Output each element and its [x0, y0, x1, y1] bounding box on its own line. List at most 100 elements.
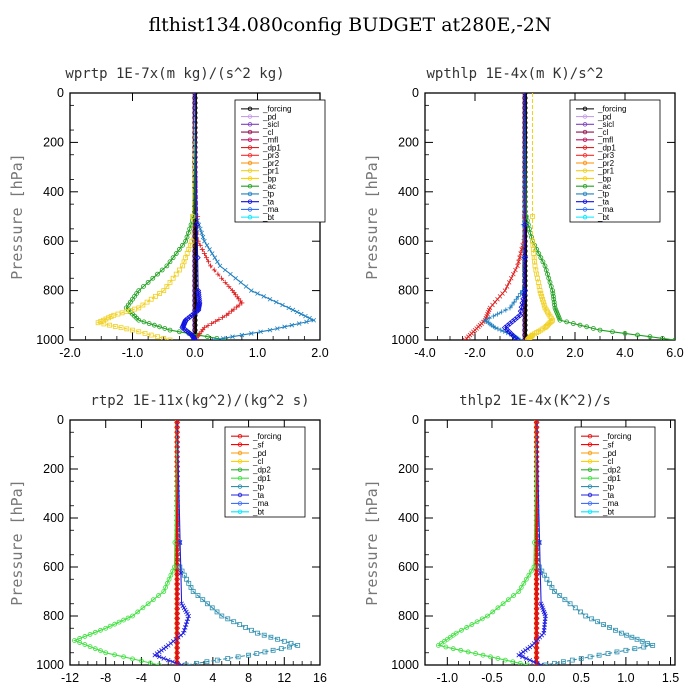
legend-marker: [582, 168, 588, 173]
series-point-tp: [517, 337, 523, 340]
series-point-pr1: [539, 293, 545, 299]
series-point-tp: [605, 651, 611, 656]
series-point-pr1: [530, 214, 535, 219]
series-point-tp: [499, 309, 505, 315]
series-point-tp: [641, 644, 647, 650]
series-point-dp1: [92, 646, 98, 652]
series-line-dp1: [464, 93, 526, 340]
series-point-ta: [194, 254, 201, 261]
series-point-dp1: [443, 644, 449, 650]
series-point-dp1: [516, 589, 522, 594]
legend-label: _tp: [262, 190, 275, 199]
series-point-forcing: [174, 621, 180, 627]
legend-label: _pr3: [262, 151, 280, 160]
legend-label: _pd: [252, 449, 266, 458]
legend-label: _bt: [597, 213, 610, 222]
series-point-pr1: [98, 319, 104, 324]
series-point-ac: [157, 324, 162, 330]
series-point-dp1: [172, 564, 177, 570]
series-point-dp1: [156, 593, 161, 598]
y-tick-label: 1000: [36, 333, 64, 347]
series-point-ac: [548, 284, 554, 289]
x-tick-label: 0.5: [573, 671, 590, 685]
series-point-dp1: [473, 651, 478, 656]
legend-marker: [247, 199, 253, 204]
legend-label: _dp1: [262, 143, 281, 152]
series-point-ac: [546, 275, 552, 281]
series-point-ta: [182, 628, 187, 633]
series-point-ta: [179, 662, 184, 665]
panel-4: thlp2 1E-4x(K^2)/s Pressure [hPa] -1.0 -0.5…: [363, 393, 679, 685]
series-point-ta: [521, 221, 529, 228]
x-tick-label: -2.0: [59, 346, 81, 360]
series-point-ac: [550, 293, 556, 299]
legend-label: _ta: [262, 197, 275, 206]
series-point-tp: [536, 564, 542, 570]
series-point-forcing: [174, 662, 180, 665]
series-line-ta: [153, 420, 190, 665]
series-point-ac: [540, 259, 546, 265]
panel-title: rtp2 1E-11x(kg^2)/(kg^2 s): [90, 393, 309, 409]
series-point-ta: [152, 652, 158, 658]
x-tick-label: 1.0: [617, 671, 634, 685]
series-point-dp1: [502, 657, 508, 663]
x-tick-label: -12: [61, 671, 79, 685]
series-point-ac: [660, 335, 665, 340]
legend: _forcing_pd_sicl_cl_mfl_dp1_pr3_pr2_pr1_…: [234, 99, 326, 223]
series-point-ac: [185, 230, 191, 236]
series-point-dp1: [226, 310, 232, 316]
series-point-tp: [200, 597, 206, 603]
series-point-ac: [183, 238, 189, 244]
series-point-tp: [552, 660, 557, 665]
series-point-ta: [186, 613, 192, 619]
series-point-ta: [520, 649, 526, 655]
series-point-dp1: [163, 585, 168, 590]
legend-marker: [582, 122, 588, 127]
series-point-dp1: [518, 585, 524, 590]
legend-box: [234, 99, 326, 223]
series-point-forcing: [174, 583, 180, 590]
x-tick-label: -4.0: [414, 346, 436, 360]
series-point-tp: [261, 632, 267, 638]
series-point-dp1: [219, 275, 225, 281]
series-point-ta: [196, 299, 203, 307]
legend-label: _cl: [597, 128, 608, 137]
series-point-tp: [267, 296, 273, 302]
legend-label: _sf: [252, 440, 264, 449]
series-point-tp: [278, 646, 284, 652]
series-point-dp1: [92, 629, 98, 635]
series-point-tp: [255, 630, 260, 636]
series-point-dp1: [234, 304, 240, 310]
series-point-ac: [150, 275, 156, 281]
series-point-tp: [303, 313, 308, 319]
series-point-pr1: [118, 325, 124, 331]
series-point-dp1: [465, 649, 471, 655]
series-point-forcing: [192, 322, 198, 328]
legend-label: _forcing: [252, 432, 281, 441]
legend-marker: [582, 153, 588, 158]
series-point-ta: [196, 301, 203, 308]
series-point-tp: [513, 296, 519, 302]
series-point-tp: [311, 317, 317, 323]
series-point-tp: [619, 630, 624, 636]
series-point-forcing: [192, 164, 198, 170]
x-tick-label: -1.0: [122, 346, 144, 360]
series-point-ac: [155, 271, 160, 277]
series-point-forcing: [192, 179, 198, 185]
series-point-pr1: [543, 324, 549, 329]
series-point-forcing: [174, 420, 180, 423]
series-point-tp: [243, 284, 249, 289]
legend-marker: [247, 114, 253, 119]
series-point-tp: [190, 589, 196, 594]
legend-marker: [582, 176, 588, 181]
series-point-tp: [280, 302, 285, 308]
series-point-dp1: [504, 284, 510, 289]
series-point-dp1: [495, 656, 501, 661]
series-point-ac: [167, 327, 173, 333]
y-tick-label: 600: [43, 234, 64, 248]
legend-marker: [587, 450, 593, 456]
series-point-dp1: [211, 267, 217, 273]
series-point-tp: [296, 321, 302, 326]
series-point-pr1: [136, 329, 142, 335]
series-point-pr1: [540, 296, 545, 302]
